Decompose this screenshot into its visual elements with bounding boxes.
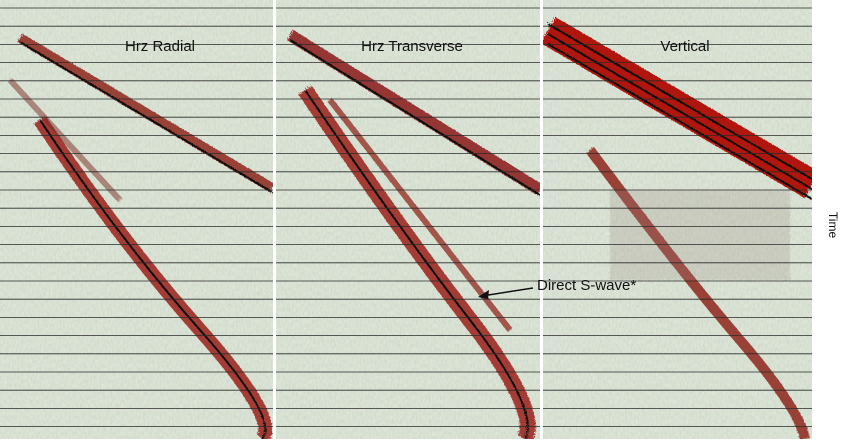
panel-label: Hrz Transverse xyxy=(361,38,463,55)
annotation: Direct S-wave* xyxy=(537,277,636,294)
panel-label: Hrz Radial xyxy=(125,38,195,55)
noise-zone xyxy=(610,190,790,280)
seismic-figure: Hrz Radial Hrz Transverse Vertical Direc… xyxy=(0,0,841,439)
panel-separator xyxy=(273,0,276,439)
panel-separator xyxy=(540,0,543,439)
axis-label: Time xyxy=(826,212,840,239)
page: {"panels": [{"label": "Hrz Radial"}, {"l… xyxy=(0,0,841,439)
panel-label: Vertical xyxy=(660,38,709,55)
